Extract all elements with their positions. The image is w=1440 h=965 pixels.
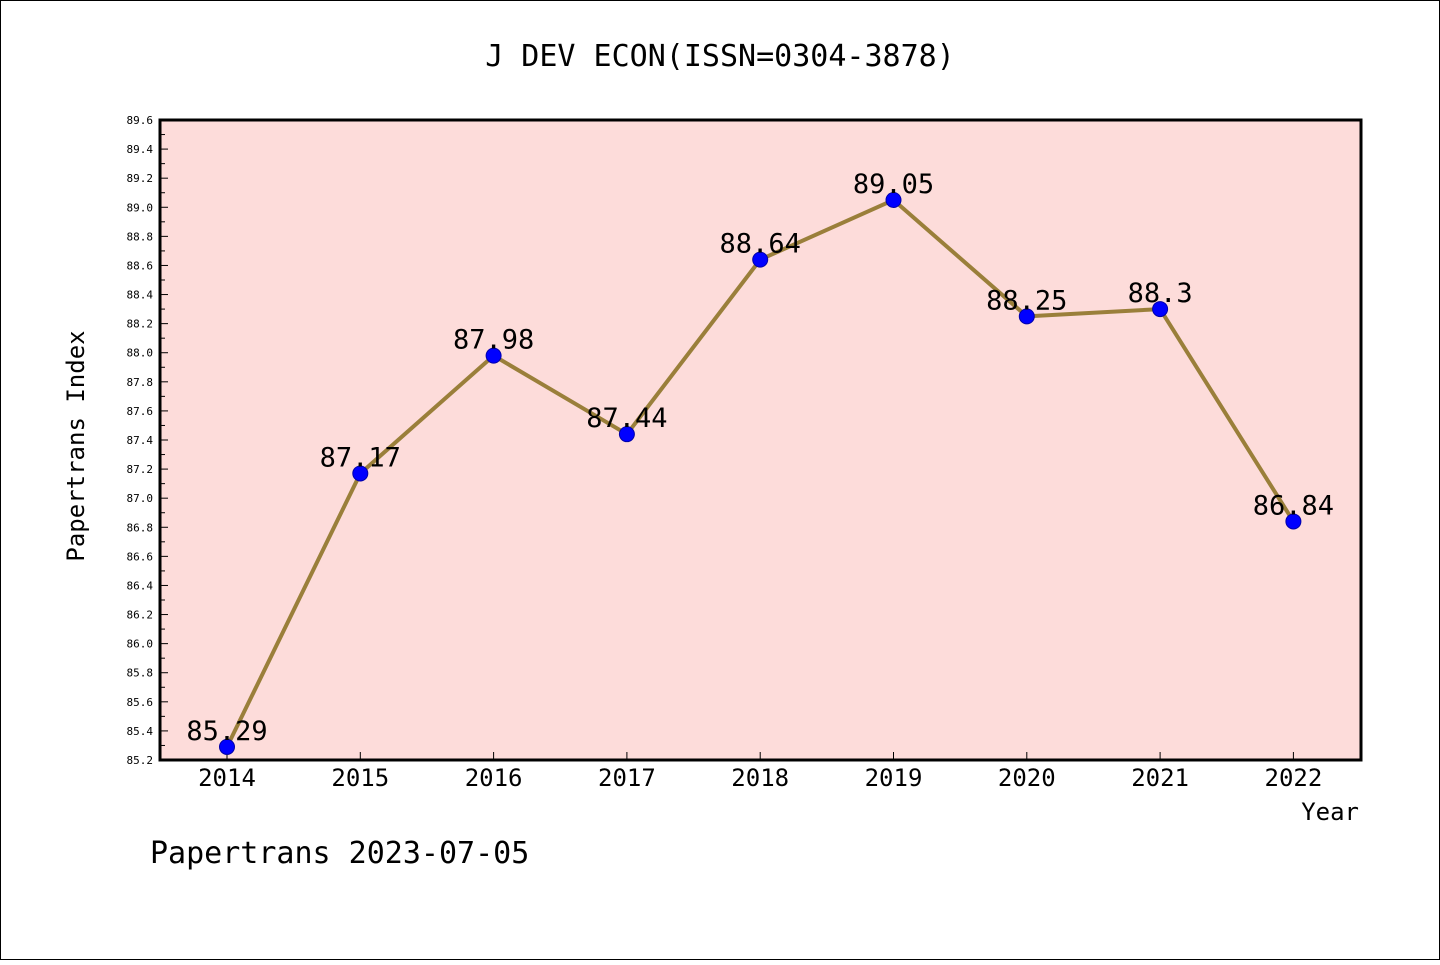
y-tick-label: 86.8 (127, 521, 154, 534)
y-axis-ticks: 85.2 85.4 85.6 85.8 86.0 86.2 86.4 86.6 86.8 87.0… (127, 114, 168, 767)
y-tick-label: 87.0 (127, 492, 154, 505)
y-tick-label: 87.6 (127, 405, 154, 418)
x-axis-label: Year (1301, 798, 1359, 826)
data-label: 87.17 (320, 442, 401, 473)
data-point (885, 192, 902, 208)
data-point (352, 465, 369, 482)
plot-frame (158, 118, 1363, 762)
data-point (485, 347, 502, 364)
y-tick-label: 85.2 (127, 754, 154, 767)
data-point (1152, 301, 1169, 318)
data-label: 86.84 (1253, 490, 1334, 521)
x-tick-label: 2017 (598, 764, 656, 792)
data-point (618, 426, 635, 443)
y-tick-label: 88.2 (127, 318, 154, 331)
y-tick-label: 86.6 (127, 550, 154, 563)
x-axis-ticks: 2014 2015 2016 2017 2018 2019 2020 2021 2022 (198, 752, 1322, 792)
data-label: 85.29 (186, 716, 267, 747)
x-tick-label: 2019 (865, 764, 923, 792)
y-tick-label: 85.6 (127, 696, 154, 709)
x-tick-label: 2016 (465, 764, 523, 792)
y-tick-label: 85.4 (127, 725, 154, 738)
y-tick-label: 89.6 (127, 114, 154, 127)
data-points (219, 192, 1302, 755)
y-tick-label: 87.2 (127, 463, 154, 476)
plot-area (160, 120, 1361, 760)
data-label: 88.25 (986, 285, 1067, 316)
x-tick-label: 2018 (731, 764, 789, 792)
x-tick-label: 2020 (998, 764, 1056, 792)
x-tick-label: 2021 (1131, 764, 1189, 792)
data-label: 87.98 (453, 325, 534, 356)
y-tick-label: 86.0 (127, 638, 154, 651)
data-label: 88.64 (720, 229, 801, 260)
x-tick-label: 2014 (198, 764, 256, 792)
y-tick-label: 89.2 (127, 172, 154, 185)
y-tick-label: 86.2 (127, 609, 154, 622)
y-tick-label: 86.4 (127, 579, 154, 592)
data-label: 89.05 (853, 169, 934, 200)
data-point (1285, 513, 1302, 530)
y-tick-label: 87.4 (127, 434, 154, 447)
data-label: 88.3 (1128, 278, 1193, 309)
y-tick-label: 88.8 (127, 230, 154, 243)
data-labels: 85.29 87.17 87.98 87.44 88.64 89.05 88.25 88.3 8… (186, 169, 1334, 747)
data-point (1018, 308, 1035, 325)
y-tick-label: 88.0 (127, 347, 154, 360)
data-point (219, 738, 235, 755)
x-tick-label: 2022 (1265, 764, 1323, 792)
y-axis-label: Papertrans Index (62, 330, 90, 561)
y-tick-label: 89.0 (127, 201, 154, 214)
x-tick-label: 2015 (331, 764, 389, 792)
y-tick-label: 88.6 (127, 259, 154, 272)
y-tick-label: 88.4 (127, 289, 154, 302)
y-tick-label: 87.8 (127, 376, 154, 389)
y-tick-label: 85.8 (127, 667, 154, 680)
data-point (752, 251, 769, 268)
y-tick-label: 89.4 (127, 143, 154, 156)
footer-text: Papertrans 2023-07-05 (150, 836, 529, 871)
data-label: 87.44 (586, 403, 667, 434)
chart-title: J DEV ECON(ISSN=0304-3878) (485, 39, 955, 74)
